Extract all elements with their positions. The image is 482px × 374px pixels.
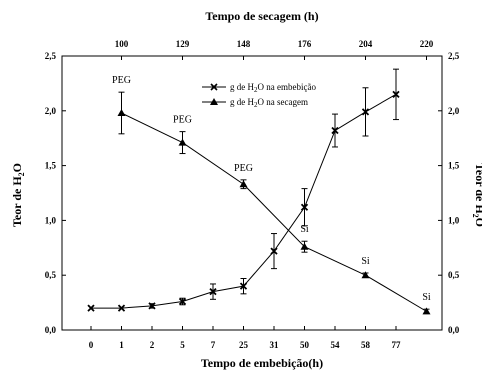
axes-layer: 0,0 0,00,5 0,51,0 1,01,5 1,52,0 2,02,5 2,50 1 2 5…: [45, 39, 460, 350]
embebicao-point: [117, 304, 126, 312]
x-tick-label-top: 129: [176, 39, 190, 49]
bottom-axis-title: Tempo de embebição(h): [201, 356, 323, 370]
x-tick-label-top: 148: [237, 39, 251, 49]
y-tick-label-right: 2,5: [448, 51, 460, 61]
legend: g de H2O na embebição g de H2O na secage…: [202, 82, 316, 109]
annotation-label: PEG: [234, 163, 253, 174]
secagem-point: [361, 271, 370, 279]
x-tick-label-bottom: 50: [300, 340, 310, 350]
embebicao-point: [148, 302, 156, 310]
embebicao-point: [178, 297, 187, 306]
annotation-label: Si: [361, 256, 370, 267]
secagem-point: [239, 180, 248, 188]
y-tick-label-right: 2,0: [448, 106, 460, 116]
secagem-point: [178, 138, 187, 146]
secagem-point: [117, 108, 126, 116]
embebicao-point: [270, 247, 278, 255]
x-tick-label-top: 220: [420, 39, 434, 49]
y-tick-label-right: 0,0: [448, 325, 460, 335]
left-axis-title: Teor de H2O: [10, 163, 26, 227]
y-tick-label-left: 2,5: [45, 51, 57, 61]
legend-x-marker: [210, 83, 218, 91]
x-tick-label-top: 176: [298, 39, 312, 49]
y-tick-label-left: 2,0: [45, 106, 57, 116]
legend-label-secagem: g de H2O na secagem: [230, 97, 308, 109]
x-tick-label-bottom: 5: [180, 340, 185, 350]
y-tick-label-left: 0,5: [45, 270, 57, 280]
embebicao-line: [91, 93, 397, 309]
embebicao-point: [239, 282, 248, 290]
annotation-label: Si: [300, 224, 309, 235]
right-axis-title: Teor de H2O: [471, 163, 482, 227]
y-tick-label-left: 1,0: [45, 215, 57, 225]
annotation-label: PEG: [112, 75, 131, 86]
embebicao-point: [209, 288, 217, 296]
x-tick-label-bottom: 1: [119, 340, 124, 350]
embebicao-point: [331, 126, 339, 135]
series-layer: [87, 68, 431, 315]
x-tick-label-bottom: 2: [150, 340, 155, 350]
annotation-label: PEG: [173, 115, 192, 126]
plot-frame: [61, 55, 443, 331]
y-tick-label-left: 0,0: [45, 325, 57, 335]
secagem-point: [422, 307, 431, 315]
legend-label-embebicao: g de H2O na embebição: [230, 82, 316, 94]
secagem-line: [121, 112, 427, 312]
x-tick-label-bottom: 31: [270, 340, 280, 350]
y-tick-label-right: 0,5: [448, 270, 460, 280]
annotation-layer: PEG PEG PEG Si Si Si: [112, 75, 431, 303]
embebicao-point: [87, 304, 95, 312]
secagem-point: [300, 242, 309, 250]
legend-triangle-marker: [210, 98, 218, 105]
x-tick-label-top: 204: [359, 39, 373, 49]
top-axis-title: Tempo de secagem (h): [205, 9, 318, 23]
annotation-label: Si: [422, 292, 431, 303]
x-tick-label-bottom: 0: [89, 340, 94, 350]
x-tick-label-bottom: 7: [211, 340, 216, 350]
x-tick-label-bottom: 77: [392, 340, 402, 350]
embebicao-point: [300, 203, 309, 211]
y-tick-label-right: 1,5: [448, 161, 460, 171]
x-tick-label-bottom: 58: [361, 340, 371, 350]
embebicao-point: [392, 90, 400, 98]
y-tick-label-left: 1,5: [45, 161, 57, 171]
x-tick-label-bottom: 25: [239, 340, 249, 350]
embebicao-point: [361, 108, 370, 116]
x-tick-label-bottom: 54: [331, 340, 341, 350]
x-tick-label-top: 100: [115, 39, 129, 49]
y-tick-label-right: 1,0: [448, 215, 460, 225]
